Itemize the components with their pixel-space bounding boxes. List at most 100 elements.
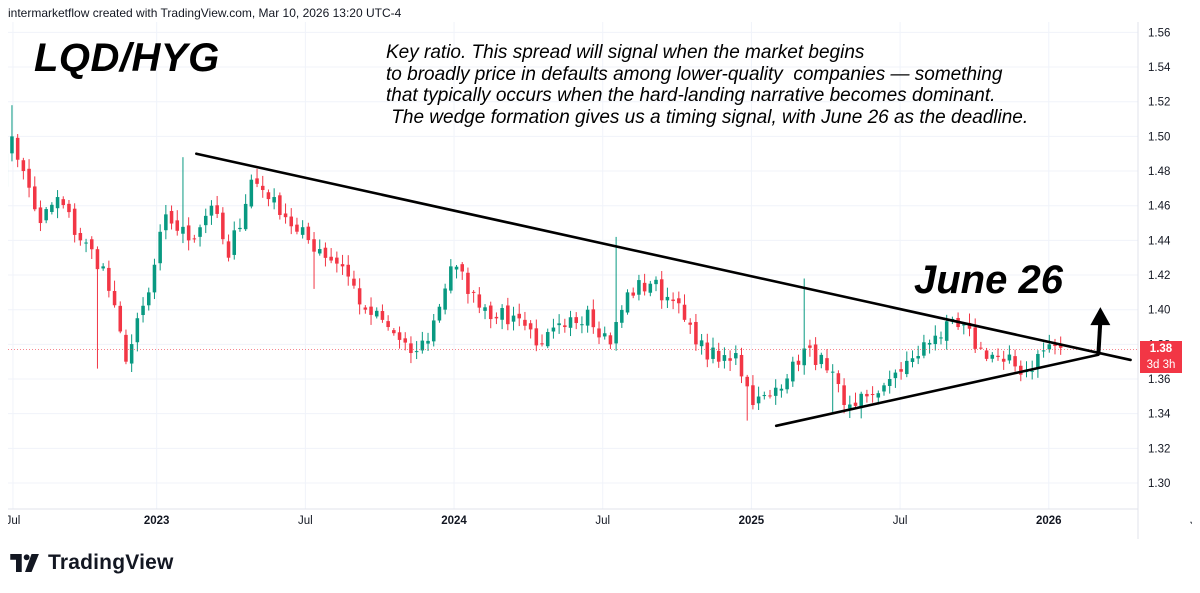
- candle-down: [32, 186, 37, 210]
- candle-up: [437, 306, 442, 321]
- candle-down: [996, 355, 1000, 358]
- candle-down: [563, 325, 567, 328]
- candle-down: [631, 292, 635, 296]
- candle-down: [768, 395, 772, 397]
- candle-up: [927, 342, 932, 345]
- candle-up: [84, 242, 88, 244]
- candle-up: [209, 205, 214, 216]
- annotation-line: to broadly price in defaults among lower…: [386, 63, 1003, 85]
- candle-down: [67, 203, 71, 213]
- candle-down: [967, 322, 972, 329]
- candlestick-chart[interactable]: 1.30 1.32 1.34 1.36 1.38 1.40 1.42 1.44 1.46 1.48…: [8, 22, 1192, 542]
- candle-down: [705, 342, 710, 360]
- trendline-lower: [774, 353, 1100, 428]
- candle-down: [186, 225, 191, 241]
- candle-up: [238, 227, 242, 230]
- candle-up: [762, 395, 767, 397]
- candle-up: [551, 327, 556, 332]
- candle-up: [300, 227, 305, 235]
- candle-up: [905, 360, 909, 375]
- candle-up: [620, 309, 624, 323]
- candle-up: [1036, 353, 1040, 368]
- candle-down: [61, 199, 66, 206]
- candle-up: [414, 351, 419, 353]
- candle-up: [449, 266, 453, 291]
- annotation-line: The wedge formation gives us a timing si…: [386, 106, 1029, 128]
- candle-up: [933, 335, 938, 345]
- candle-up: [511, 315, 516, 322]
- candle-up: [1007, 354, 1012, 361]
- candle-up: [722, 355, 727, 361]
- candle-down: [295, 224, 299, 232]
- candle-up: [580, 324, 584, 326]
- candle-up: [699, 340, 704, 347]
- y-tick-label: 1.34: [1148, 409, 1171, 421]
- candle-down: [471, 291, 476, 293]
- candle-down: [15, 137, 20, 160]
- candle-down: [751, 385, 755, 406]
- tradingview-logo[interactable]: TradingView: [10, 550, 174, 576]
- x-tick-label: 2025: [739, 515, 765, 527]
- candle-up: [944, 321, 949, 341]
- y-tick-label: 1.54: [1148, 62, 1171, 74]
- candle-down: [836, 373, 841, 385]
- chart-area[interactable]: 1.30 1.32 1.34 1.36 1.38 1.40 1.42 1.44 1.46 1.48…: [8, 22, 1192, 542]
- candle-up: [859, 393, 863, 409]
- candle-up: [483, 307, 487, 311]
- candle-down: [865, 393, 869, 397]
- candle-up: [830, 371, 835, 373]
- annotation-line: that typically occurs when the hard-land…: [386, 85, 996, 106]
- candle-up: [557, 323, 561, 326]
- candle-up: [55, 197, 60, 209]
- candle-down: [642, 282, 647, 292]
- candle-down: [608, 335, 613, 345]
- candle-up: [939, 337, 943, 339]
- breakout-arrow-shaft: [1096, 321, 1103, 355]
- candle-down: [528, 323, 533, 330]
- candle-up: [614, 322, 618, 344]
- candle-down: [460, 264, 464, 272]
- y-tick-label: 1.32: [1148, 443, 1170, 455]
- current-price-label: 1.38: [1140, 340, 1182, 357]
- candle-up: [791, 361, 795, 382]
- candle-down: [597, 328, 601, 338]
- candle-up: [158, 231, 162, 264]
- candle-down: [95, 249, 100, 270]
- breakout-arrow-head: [1090, 307, 1111, 326]
- candle-up: [243, 203, 248, 230]
- candle-up: [443, 288, 447, 310]
- annotation-text: Key ratio. This spread will signal when …: [386, 42, 1146, 128]
- candle-up: [802, 348, 806, 366]
- candle-down: [688, 322, 692, 325]
- countdown-label: 3d 3h: [1140, 356, 1182, 373]
- candle-up: [625, 292, 630, 313]
- candle-down: [517, 313, 521, 319]
- candle-down: [739, 354, 744, 377]
- candle-down: [409, 343, 413, 354]
- candle-up: [990, 354, 995, 359]
- candle-down: [392, 330, 396, 334]
- candle-down: [842, 385, 846, 406]
- trendline-upper: [195, 152, 1132, 362]
- candle-down: [386, 321, 390, 328]
- candle-up: [785, 378, 789, 390]
- candle-up: [203, 215, 208, 226]
- candle-down: [226, 241, 231, 258]
- candle-up: [164, 214, 168, 231]
- candle-down: [112, 290, 117, 306]
- candle-down: [494, 316, 499, 319]
- candle-up: [317, 249, 322, 254]
- candle-down: [397, 332, 402, 340]
- candle-up: [654, 279, 658, 285]
- candle-up: [420, 340, 425, 351]
- candle-down: [124, 334, 128, 362]
- candle-down: [870, 394, 875, 396]
- candle-up: [602, 333, 607, 337]
- candle-down: [38, 207, 43, 224]
- y-tick-label: 1.44: [1148, 235, 1171, 247]
- candle-down: [369, 306, 373, 315]
- candle-up: [181, 226, 185, 234]
- y-tick-label: 1.36: [1148, 374, 1170, 386]
- candle-down: [340, 264, 345, 267]
- candle-up: [585, 309, 590, 326]
